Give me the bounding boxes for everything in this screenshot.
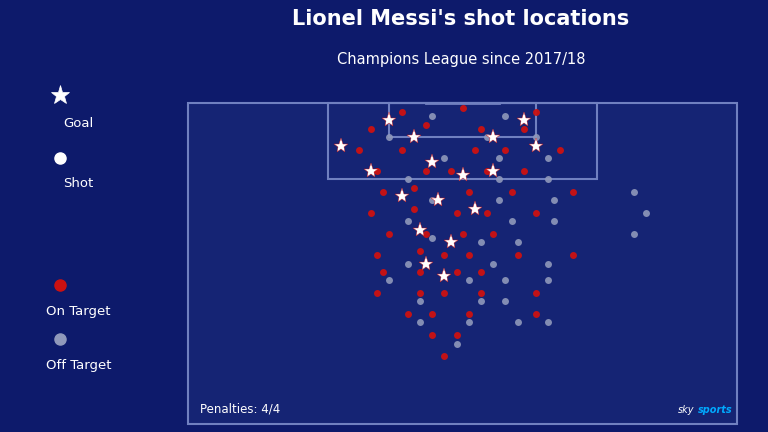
Text: Champions League since 2017/18: Champions League since 2017/18 <box>336 52 585 67</box>
Text: Penalties: 4/4: Penalties: 4/4 <box>200 402 280 415</box>
Text: Shot: Shot <box>64 177 94 190</box>
Text: Lionel Messi's shot locations: Lionel Messi's shot locations <box>292 9 630 29</box>
Text: sports: sports <box>698 405 733 415</box>
Bar <box>389 103 536 137</box>
Text: Goal: Goal <box>64 117 94 130</box>
Text: Off Target: Off Target <box>46 359 111 372</box>
Bar <box>329 103 597 179</box>
Text: On Target: On Target <box>47 305 111 318</box>
Text: sky: sky <box>678 405 695 415</box>
